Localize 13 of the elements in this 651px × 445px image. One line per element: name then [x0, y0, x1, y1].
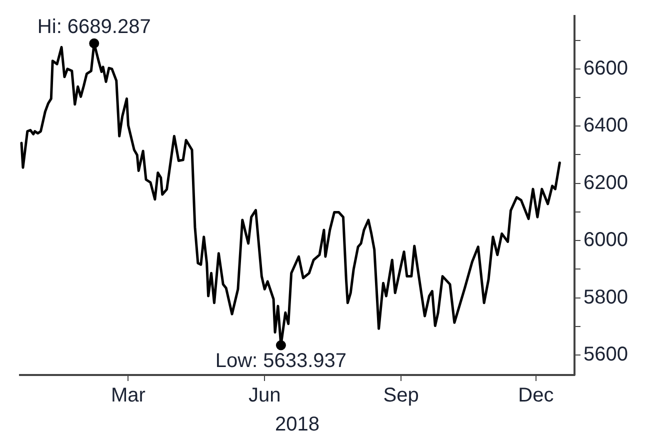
y-tick-label: 6200 [584, 172, 628, 194]
x-tick-label: Dec [518, 384, 554, 407]
y-tick-label: 6000 [584, 229, 628, 252]
y-tick-label: 5800 [584, 286, 628, 308]
y-tick-label: 6400 [584, 114, 628, 137]
x-axis-title: 2018 [275, 414, 320, 436]
annotation: Low: 5633.937 [215, 350, 347, 372]
x-tick-label: Mar [111, 384, 146, 407]
y-tick-label: 6600 [584, 57, 628, 80]
x-tick-label: Sep [383, 384, 419, 407]
annotation: Hi: 6689.287 [37, 16, 151, 38]
y-tick-label: 5600 [584, 343, 628, 366]
x-tick-label: Jun [248, 384, 281, 407]
